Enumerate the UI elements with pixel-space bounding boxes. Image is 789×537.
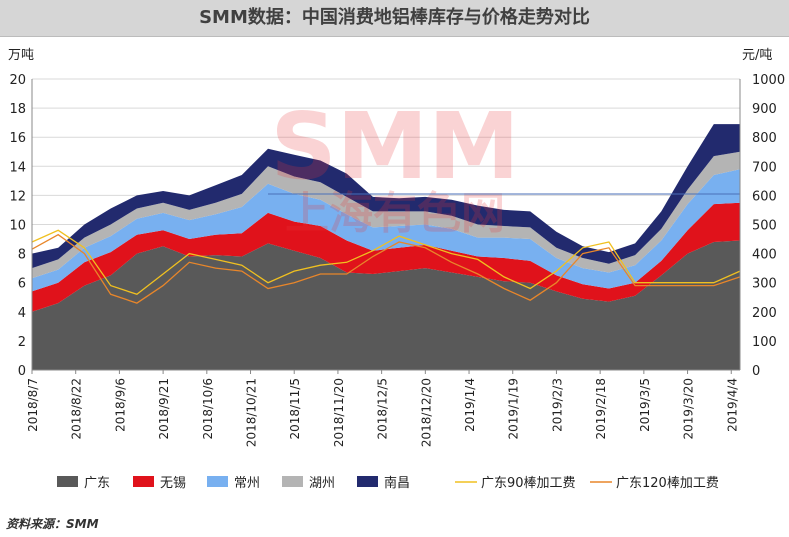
left-tick-label: 20 [9, 73, 26, 88]
area-series-广东 [32, 240, 740, 370]
line-series-广东120棒加工费 [31, 233, 741, 304]
legend-label-湖州: 湖州 [309, 476, 335, 491]
source-note: 资料来源：SMM [6, 517, 99, 531]
x-tick-label: 2019/3/5 [638, 378, 652, 432]
legend-swatch-无锡 [133, 476, 154, 487]
left-tick-label: 14 [9, 160, 26, 175]
legend-swatch-广东 [57, 476, 78, 487]
left-tick-label: 2 [18, 335, 26, 350]
right-tick-label: 700 [752, 160, 777, 175]
right-tick-label: 300 [752, 277, 777, 292]
x-tick-label: 2018/8/7 [26, 378, 40, 432]
legend-swatch-湖州 [282, 476, 303, 487]
left-tick-label: 8 [18, 248, 26, 263]
x-tick-label: 2019/2/3 [550, 378, 564, 432]
left-tick-label: 4 [18, 306, 26, 321]
right-axis-unit: 元/吨 [742, 48, 773, 63]
right-tick-label: 500 [752, 219, 777, 234]
x-tick-label: 2018/10/6 [201, 378, 215, 440]
x-tick-label: 2018/11/5 [288, 378, 302, 440]
left-tick-label: 6 [18, 277, 26, 292]
x-tick-label: 2018/8/22 [70, 378, 84, 440]
watermark-subtitle: 上海有色网 [285, 188, 505, 239]
x-tick-label: 2019/4/4 [725, 378, 739, 432]
legend-swatch-南昌 [357, 476, 378, 487]
right-tick-label: 800 [752, 131, 777, 146]
x-tick-label: 2019/1/19 [507, 378, 521, 440]
legend-swatch-常州 [207, 476, 228, 487]
right-tick-label: 1000 [752, 73, 785, 88]
left-tick-label: 0 [18, 364, 26, 379]
line-series-广东90棒加工费 [31, 229, 741, 296]
right-tick-label: 600 [752, 189, 777, 204]
legend-label-广东120棒加工费: 广东120棒加工费 [616, 476, 719, 491]
left-tick-label: 16 [9, 131, 26, 146]
right-tick-label: 200 [752, 306, 777, 321]
x-tick-label: 2018/10/21 [245, 378, 259, 447]
legend-label-广东90棒加工费: 广东90棒加工费 [481, 476, 576, 491]
legend-label-南昌: 南昌 [384, 475, 410, 491]
legend-label-无锡: 无锡 [160, 476, 186, 491]
left-tick-label: 12 [9, 189, 26, 204]
chart-title: SMM数据：中国消费地铝棒库存与价格走势对比 [199, 7, 590, 28]
left-tick-label: 18 [9, 102, 26, 117]
watermark-logo: SMM [270, 93, 519, 200]
x-tick-label: 2019/2/18 [594, 378, 608, 440]
x-tick-label: 2018/11/20 [332, 378, 346, 447]
right-tick-label: 100 [752, 335, 777, 350]
x-tick-label: 2019/3/20 [682, 378, 696, 440]
legend-label-广东: 广东 [84, 476, 110, 491]
x-tick-label: 2018/12/20 [419, 378, 433, 447]
area-series-湖州 [32, 151, 740, 279]
right-tick-label: 900 [752, 102, 777, 117]
legend-label-常州: 常州 [234, 476, 260, 491]
area-series-南昌 [32, 124, 740, 269]
x-tick-label: 2018/12/5 [376, 378, 390, 440]
left-tick-label: 10 [9, 219, 26, 234]
right-tick-label: 0 [752, 364, 760, 379]
left-axis-unit: 万吨 [8, 48, 35, 63]
x-tick-label: 2018/9/21 [157, 378, 171, 440]
area-series-常州 [32, 169, 740, 292]
x-tick-label: 2019/1/4 [463, 378, 477, 432]
title-bar: SMM数据：中国消费地铝棒库存与价格走势对比 [0, 0, 789, 37]
area-series-无锡 [32, 202, 740, 312]
right-tick-label: 400 [752, 248, 777, 263]
x-tick-label: 2018/9/6 [113, 378, 127, 432]
